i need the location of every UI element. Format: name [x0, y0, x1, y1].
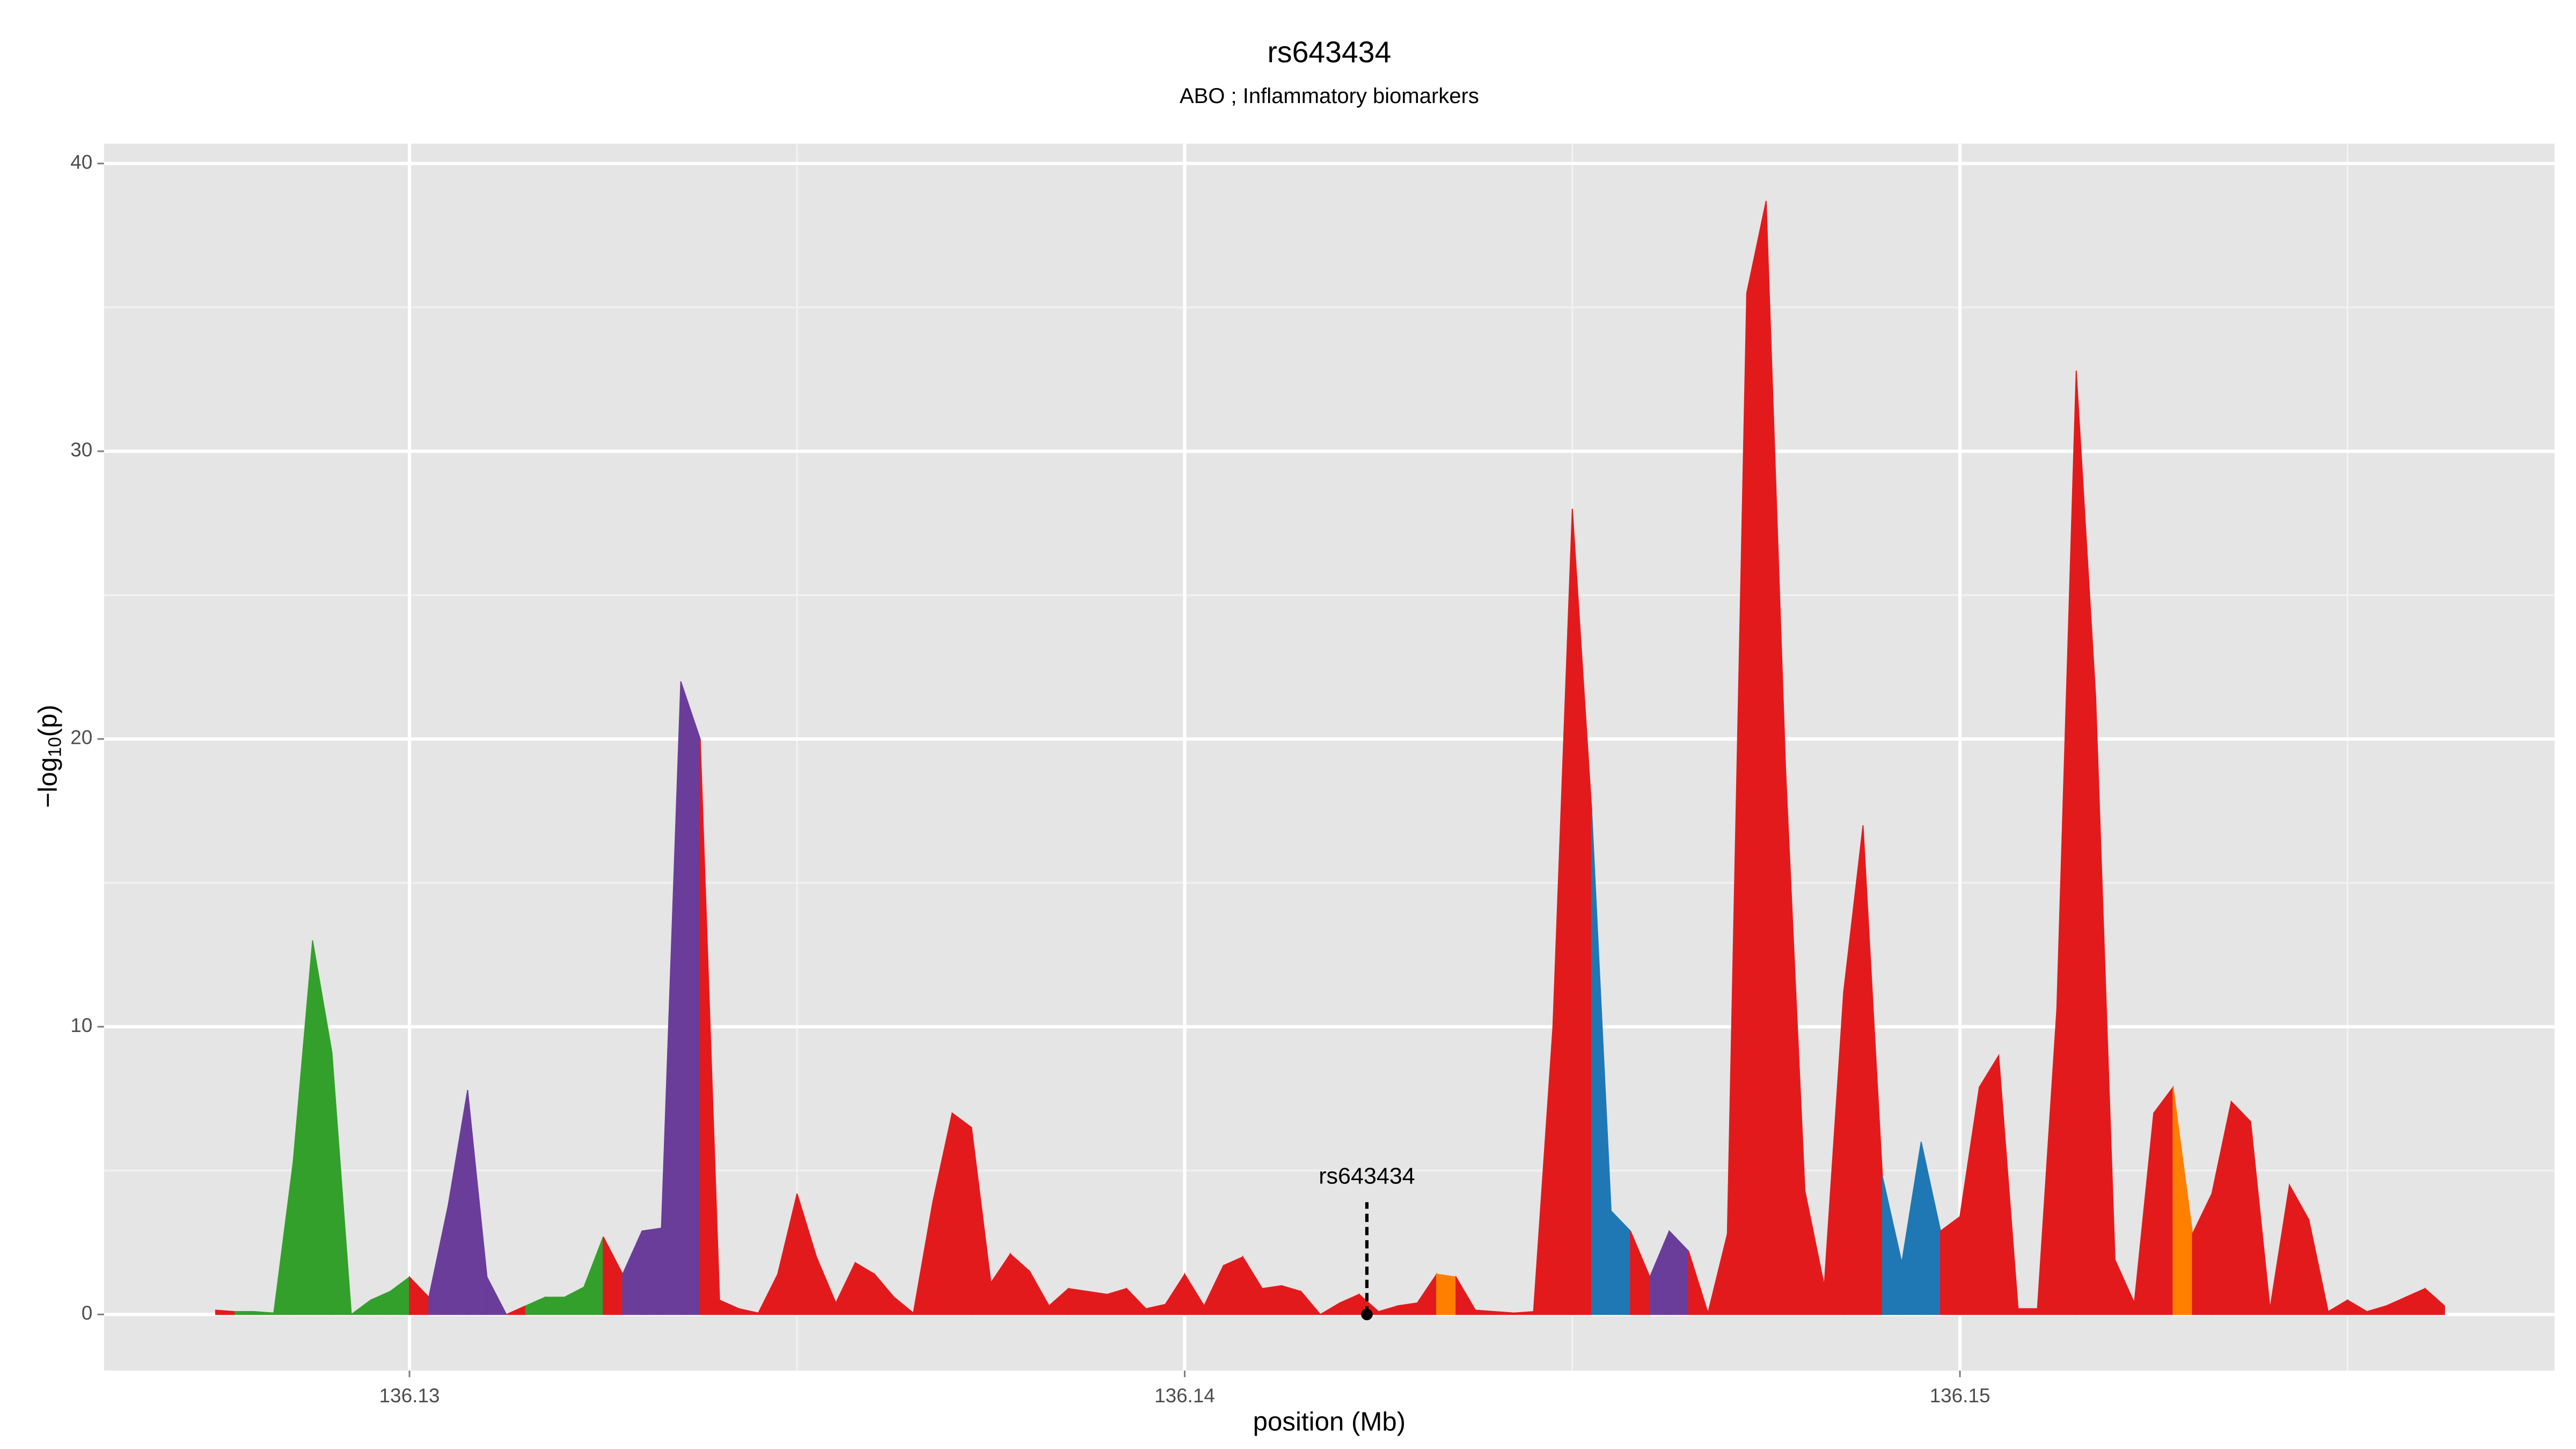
area-segment [1087, 1291, 1108, 1315]
y-tick-label: 0 [82, 1302, 93, 1324]
x-axis-label: position (Mb) [1253, 1407, 1406, 1436]
area-segment [331, 1052, 352, 1315]
annotation-point [1361, 1308, 1373, 1321]
area-segment [2153, 1085, 2174, 1315]
y-tick-label: 40 [70, 151, 92, 173]
chart-subtitle: ABO ; Inflammatory biomarkers [1180, 84, 1479, 108]
area-segment [1262, 1285, 1283, 1315]
y-label-subscript: 10 [45, 737, 65, 757]
area [215, 201, 2445, 1315]
area-segment [1979, 1053, 2000, 1315]
area-segment [1746, 201, 1767, 1315]
y-label-part: (p) [33, 705, 62, 737]
area-segment [486, 1277, 508, 1315]
area-segment [235, 1311, 255, 1315]
area-segment [1436, 1274, 1457, 1315]
area-segment [1940, 1216, 1960, 1315]
area-segment [1300, 1290, 1322, 1315]
y-tick-label: 30 [70, 439, 92, 461]
area-segment [544, 1297, 565, 1315]
area-segment [2424, 1287, 2445, 1315]
y-label-part: −log [33, 757, 62, 808]
area-segment [952, 1112, 972, 1315]
area-segment [2230, 1100, 2251, 1315]
plot-panel [104, 143, 2555, 1371]
area-segment [1223, 1256, 1243, 1315]
y-tick-label: 20 [70, 727, 92, 749]
area-segment [1067, 1287, 1088, 1315]
area-segment [680, 681, 701, 1315]
y-axis-label: −log10(p) [33, 705, 65, 808]
chart-title: rs643434 [1267, 35, 1391, 69]
area-segment [2017, 1308, 2038, 1315]
annotation-label: rs643434 [1319, 1163, 1415, 1189]
y-tick-label: 10 [70, 1014, 92, 1036]
x-tick-label: 136.15 [1930, 1385, 1990, 1407]
x-tick-label: 136.14 [1154, 1385, 1215, 1407]
area-segment [641, 1227, 662, 1315]
labels: 0 10 20 30 40 136.13 136.14 136.15 rs643434 [70, 151, 1990, 1406]
x-tick-label: 136.13 [379, 1385, 440, 1407]
